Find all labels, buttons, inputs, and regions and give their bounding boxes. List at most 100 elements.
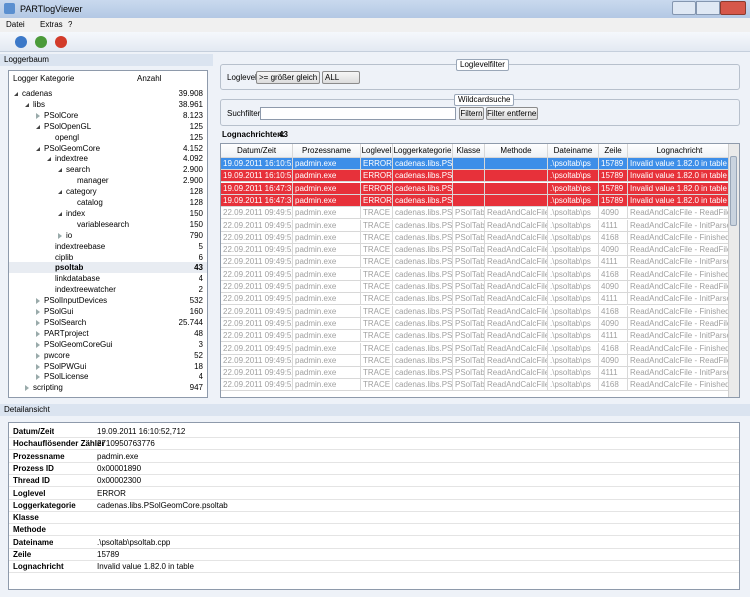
table-cell[interactable]: PSolTab [453,268,485,281]
table-cell[interactable]: ReadAndCalcFile [485,354,548,367]
tree-node-label[interactable]: cadenas [22,89,53,98]
collapsed-arrow[interactable] [35,351,42,360]
table-cell[interactable]: cadenas.libs.PS [393,194,453,207]
tree-node-label[interactable]: PSolCore [44,110,79,120]
table-cell[interactable]: TRACE [361,244,393,257]
table-cell[interactable]: ReadAndCalcFile [485,342,548,355]
table-cell[interactable]: ERROR [361,158,393,170]
collapsed-arrow[interactable] [35,307,42,316]
tree-node-label[interactable]: catalog [77,198,103,207]
table-cell[interactable]: cadenas.libs.PS [393,342,453,355]
table-cell[interactable]: 19.09.2011 16:47:35,850 [221,194,293,207]
table-cell[interactable]: padmin.exe [293,293,361,306]
tree-node-label[interactable]: PSolPWGui [44,361,87,371]
table-cell[interactable]: ReadAndCalcFile - ReadFile [628,207,732,220]
menu-item[interactable]: Extras [40,20,63,29]
table-cell[interactable]: ReadAndCalcFile - ReadFile [628,317,732,330]
table-cell[interactable]: ReadAndCalcFile - InitParser [628,219,732,232]
tree-node-label[interactable]: category [66,187,97,197]
table-cell[interactable]: Invalid value 1.82.0 in table [628,170,732,183]
table-cell[interactable]: TRACE [361,330,393,343]
table-cell[interactable]: .\psoltab\ps [548,367,599,380]
table-cell[interactable]: PSolTab [453,281,485,293]
table-cell[interactable]: ReadAndCalcFile [485,379,548,392]
table-cell[interactable]: ReadAndCalcFile [485,281,548,293]
table-cell[interactable]: PSolTab [453,305,485,318]
table-cell[interactable]: 15789 [599,158,628,170]
table-cell[interactable]: ReadAndCalcFile - InitParser [628,256,732,269]
tree-node-label[interactable]: PSolInputDevices [44,296,108,306]
table-cell[interactable]: TRACE [361,256,393,269]
collapsed-arrow[interactable] [35,340,42,349]
table-cell[interactable]: cadenas.libs.PS [393,305,453,318]
collapsed-arrow[interactable] [35,329,42,338]
remove-filter-button[interactable]: Filter entfernen [486,107,538,120]
table-cell[interactable]: padmin.exe [293,231,361,244]
tree-node-label[interactable]: pwcore [44,350,70,360]
table-cell[interactable]: ReadAndCalcFile - InitParser [628,293,732,306]
table-cell[interactable]: ReadAndCalcFile [485,219,548,232]
table-cell[interactable]: TRACE [361,293,393,306]
table-cell[interactable]: 4111 [599,367,628,380]
refresh-icon[interactable] [15,36,27,48]
table-cell[interactable]: 22.09.2011 09:49:52,241 [221,379,293,392]
tree-node-label[interactable]: scripting [33,383,63,393]
table-cell[interactable]: ERROR [361,182,393,195]
table-cell[interactable]: ReadAndCalcFile [485,256,548,269]
table-cell[interactable]: .\psoltab\ps [548,293,599,306]
table-cell[interactable]: padmin.exe [293,256,361,269]
expanded-arrow[interactable] [57,209,64,218]
tree-node-label[interactable]: PSolGui [44,307,74,316]
table-cell[interactable]: ReadAndCalcFile - Finished [628,305,732,318]
table-cell[interactable]: 19.09.2011 16:10:52,712 [221,158,293,170]
table-cell[interactable]: 22.09.2011 09:49:52,011 [221,231,293,244]
menu-item[interactable]: Datei [6,20,25,29]
expanded-arrow[interactable] [57,187,64,196]
table-cell[interactable]: 4090 [599,281,628,293]
table-cell[interactable]: .\psoltab\ps [548,158,599,170]
minimize-button[interactable] [672,1,696,15]
table-cell[interactable]: TRACE [361,342,393,355]
table-cell[interactable] [485,194,548,207]
table-cell[interactable]: cadenas.libs.PS [393,207,453,220]
table-cell[interactable]: TRACE [361,207,393,220]
table-cell[interactable] [453,182,485,195]
table-cell[interactable]: .\psoltab\ps [548,182,599,195]
table-cell[interactable]: 22.09.2011 09:49:52,081 [221,281,293,293]
search-input[interactable] [260,107,456,120]
table-cell[interactable]: cadenas.libs.PS [393,354,453,367]
table-cell[interactable]: padmin.exe [293,207,361,220]
reload-icon[interactable] [35,36,47,48]
tree-node-label[interactable]: manager [77,176,109,186]
table-cell[interactable]: TRACE [361,354,393,367]
table-cell[interactable]: TRACE [361,231,393,244]
table-cell[interactable]: TRACE [361,317,393,330]
table-cell[interactable]: .\psoltab\ps [548,244,599,257]
table-cell[interactable]: .\psoltab\ps [548,170,599,183]
tree-node-label[interactable]: PSolSearch [44,317,87,327]
table-cell[interactable]: padmin.exe [293,317,361,330]
collapsed-arrow[interactable] [35,318,42,327]
table-cell[interactable]: 4111 [599,219,628,232]
table-cell[interactable]: 22.09.2011 09:49:52,094 [221,305,293,318]
table-cell[interactable]: 15789 [599,182,628,195]
table-cell[interactable]: PSolTab [453,342,485,355]
table-cell[interactable]: 4168 [599,231,628,244]
table-cell[interactable]: 4168 [599,342,628,355]
table-cell[interactable]: Invalid value 1.82.0 in table [628,182,732,195]
table-cell[interactable]: .\psoltab\ps [548,268,599,281]
table-cell[interactable]: TRACE [361,305,393,318]
table-cell[interactable]: padmin.exe [293,182,361,195]
table-cell[interactable]: ReadAndCalcFile [485,244,548,257]
tree-node-label[interactable]: linkdatabase [55,274,100,284]
table-cell[interactable]: cadenas.libs.PS [393,219,453,232]
table-cell[interactable]: ReadAndCalcFile - InitParser [628,367,732,380]
table-cell[interactable]: padmin.exe [293,219,361,232]
tree-node-label[interactable]: PARTproject [44,328,89,338]
tree-node-label[interactable]: PSolGeomCoreGui [44,339,113,349]
tree-node-label[interactable]: search [66,165,91,175]
table-cell[interactable]: .\psoltab\ps [548,219,599,232]
table-cell[interactable] [453,170,485,183]
table-cell[interactable]: 22.09.2011 09:49:52,101 [221,317,293,330]
table-cell[interactable]: TRACE [361,367,393,380]
